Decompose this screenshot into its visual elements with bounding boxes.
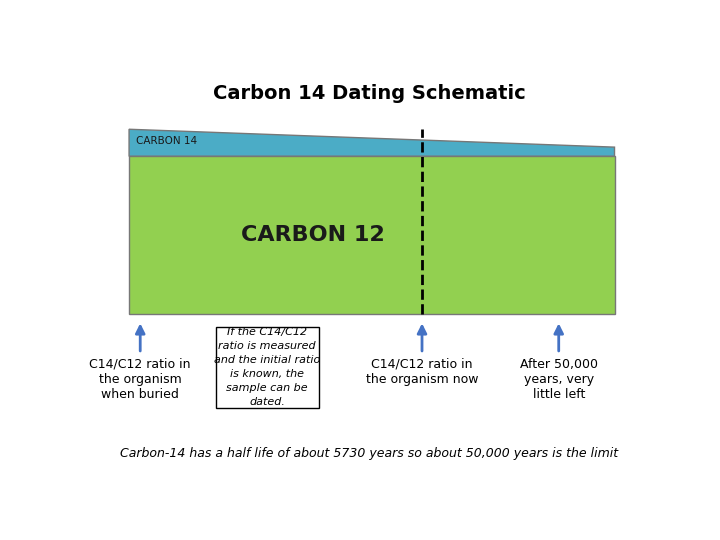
Bar — [215, 327, 319, 408]
Text: Carbon-14 has a half life of about 5730 years so about 50,000 years is the limit: Carbon-14 has a half life of about 5730 … — [120, 447, 618, 460]
Text: C14/C12 ratio in
the organism now: C14/C12 ratio in the organism now — [366, 358, 478, 386]
Text: CARBON 12: CARBON 12 — [241, 225, 385, 245]
Text: If the C14/C12
ratio is measured
and the initial ratio
is known, the
sample can : If the C14/C12 ratio is measured and the… — [214, 327, 320, 407]
Text: After 50,000
years, very
little left: After 50,000 years, very little left — [520, 358, 598, 401]
Text: C14/C12 ratio in
the organism
when buried: C14/C12 ratio in the organism when burie… — [89, 358, 191, 401]
Text: Carbon 14 Dating Schematic: Carbon 14 Dating Schematic — [212, 84, 526, 103]
Text: CARBON 14: CARBON 14 — [136, 137, 197, 146]
Bar — [129, 156, 615, 314]
Polygon shape — [129, 129, 615, 156]
